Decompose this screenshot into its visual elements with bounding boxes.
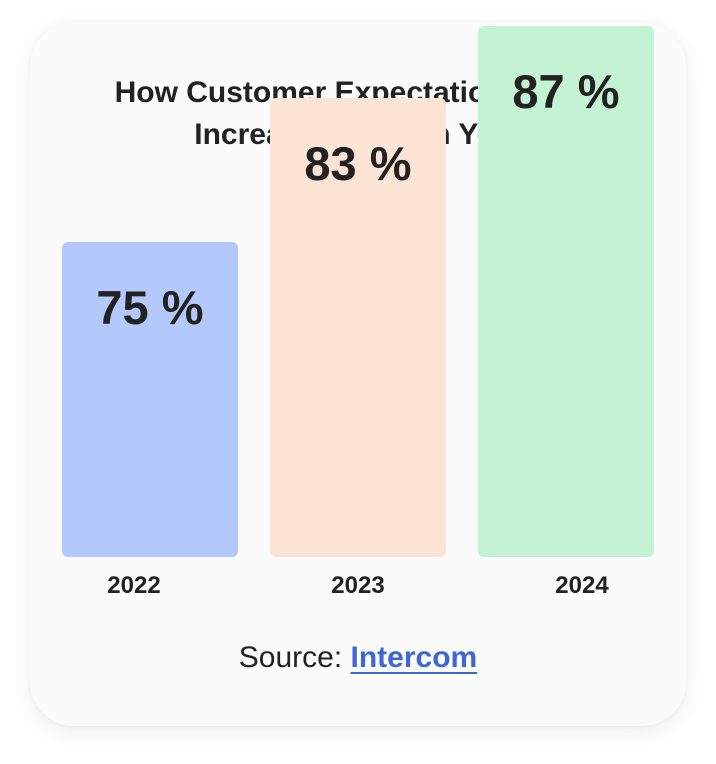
x-tick-label-2024: 2024 [555,572,609,599]
bar-2022: 75 % [62,242,238,557]
bar-2024: 87 % [478,26,654,557]
bar-value-label-2023: 83 % [304,137,412,190]
bar-value-label-2022: 75 % [96,281,204,334]
source-link-intercom[interactable]: Intercom [350,641,478,674]
bar-2023: 83 % [270,98,446,557]
bar-value-label-2024: 87 % [512,65,620,118]
source-line: Source: Intercom [0,638,716,678]
source-prefix: Source: [238,641,351,674]
x-tick-label-2022: 2022 [107,572,161,599]
x-tick-label-2023: 2023 [331,572,385,599]
